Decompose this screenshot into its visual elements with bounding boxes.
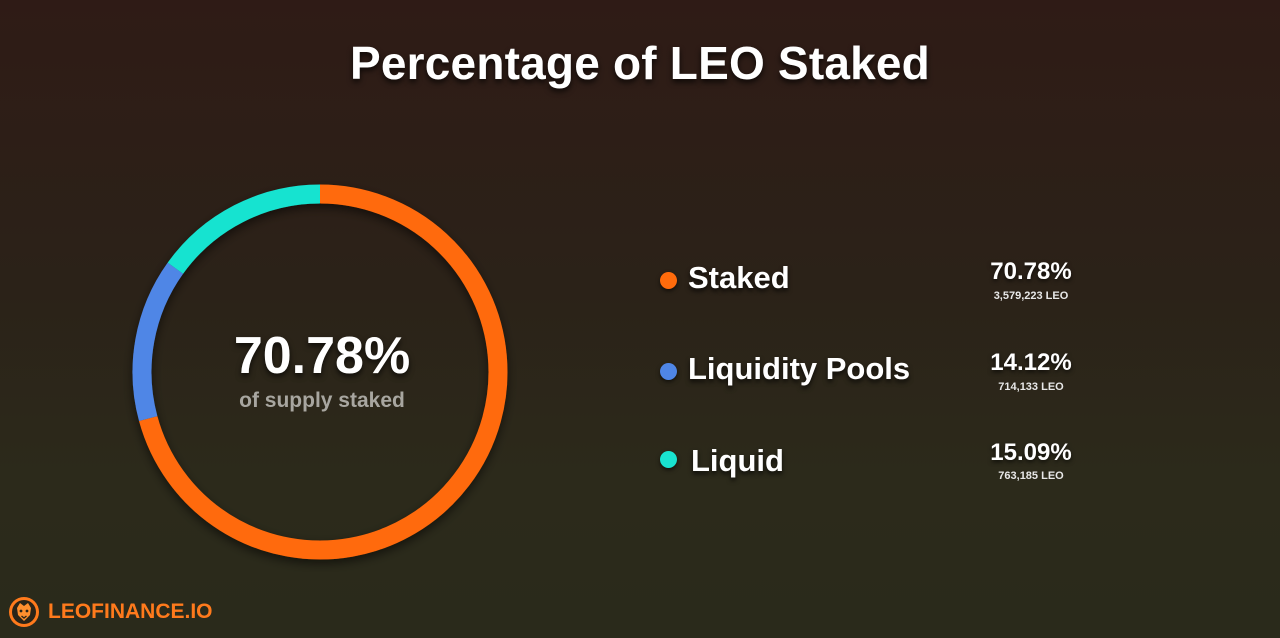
legend-dot-staked (660, 272, 677, 289)
legend-label-staked: Staked (688, 260, 790, 295)
legend-item-liquid: Liquid 15.09% 763,185 LEO (656, 439, 1116, 499)
legend-label-liquid: Liquid (691, 443, 784, 478)
brand-text: LEOFINANCE.IO (48, 600, 213, 623)
donut-svg (132, 184, 508, 560)
chart-title: Percentage of LEO Staked (350, 37, 930, 89)
legend-amount-staked: 3,579,223 LEO (993, 290, 1069, 302)
donut-chart (120, 172, 520, 572)
center-caption: of supply staked (239, 389, 405, 412)
legend-percent-liquidity-pools: 14.12% (990, 349, 1072, 376)
lion-logo-icon (9, 597, 39, 627)
legend-amount-liquid: 763,185 LEO (998, 470, 1064, 482)
legend-amount-liquidity-pools: 714,133 LEO (998, 381, 1064, 393)
legend-dot-liquid (660, 451, 677, 468)
legend-item-staked: Staked 70.78% 3,579,223 LEO (656, 256, 1116, 316)
brand: LEOFINANCE.IO (8, 596, 268, 628)
legend-label-liquidity-pools: Liquidity Pools (688, 351, 911, 386)
legend-dot-liquidity-pools (660, 363, 677, 380)
legend-percent-staked: 70.78% (990, 258, 1072, 285)
center-percentage: 70.78% (233, 327, 411, 385)
donut-slice-liquidity-pools (132, 262, 184, 422)
legend-item-liquidity-pools: Liquidity Pools 14.12% 714,133 LEO (656, 347, 1116, 407)
donut-slice-liquid (167, 184, 321, 274)
donut-slice-staked (139, 184, 508, 560)
legend-percent-liquid: 15.09% (990, 439, 1072, 466)
